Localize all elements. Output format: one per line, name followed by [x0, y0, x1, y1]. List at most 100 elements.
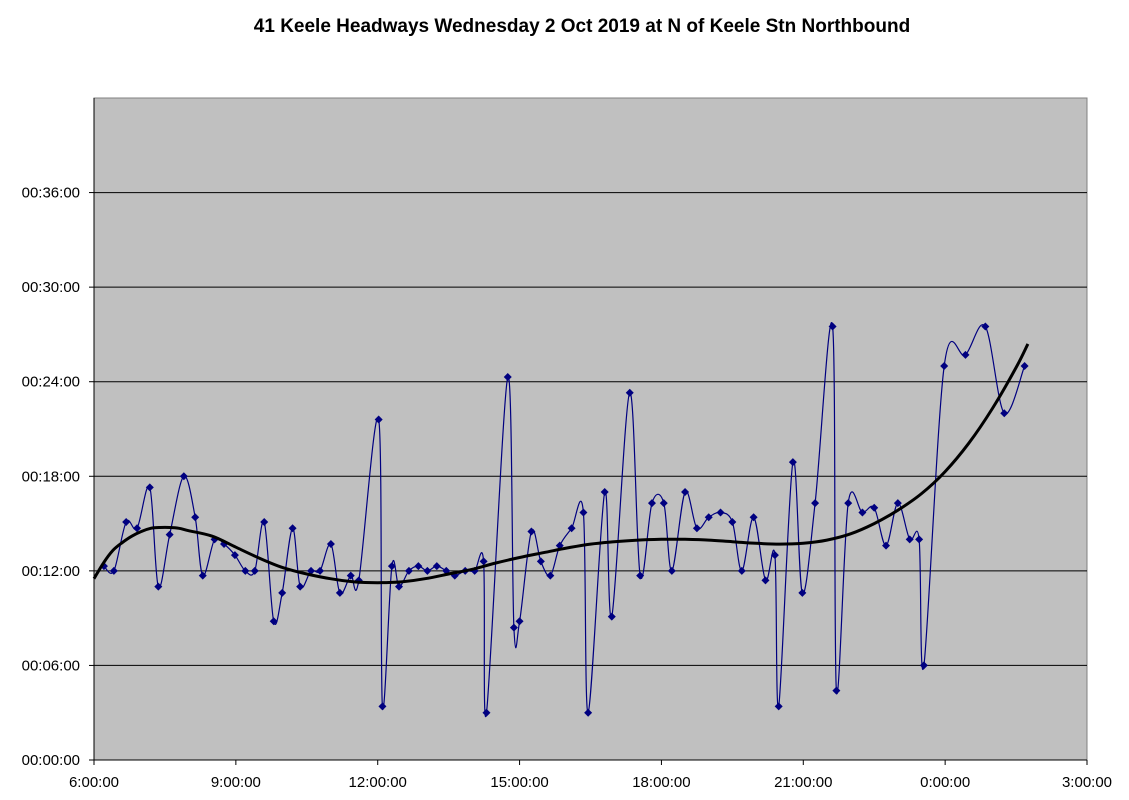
- data-point: [230, 551, 239, 560]
- data-point: [326, 540, 335, 549]
- data-point: [882, 541, 891, 550]
- data-point: [165, 530, 174, 539]
- x-tick-label-7: 3:00:00: [1062, 774, 1112, 791]
- data-point: [179, 472, 188, 481]
- data-point: [278, 588, 287, 597]
- y-tick-label-6: 00:36:00: [22, 185, 80, 202]
- data-point: [567, 524, 576, 533]
- y-tick-label-0: 00:00:00: [22, 752, 80, 769]
- data-point: [915, 535, 924, 544]
- data-point: [761, 576, 770, 585]
- x-tick-label-1: 9:00:00: [211, 774, 261, 791]
- data-point: [404, 566, 413, 575]
- trendline: [92, 343, 1030, 585]
- chart-title: 41 Keele Headways Wednesday 2 Oct 2019 a…: [253, 16, 911, 37]
- data-point: [832, 686, 841, 695]
- data-point: [378, 702, 387, 711]
- x-tick-label-5: 21:00:00: [774, 774, 832, 791]
- data-point: [919, 661, 928, 670]
- axes: [89, 98, 1088, 765]
- data-point: [692, 524, 701, 533]
- data-point: [811, 499, 820, 508]
- data-point: [479, 557, 488, 566]
- x-tick-label-0: 6:00:00: [69, 774, 119, 791]
- data-point: [546, 571, 555, 580]
- y-tick-label-3: 00:18:00: [22, 468, 80, 485]
- y-tick-labels: 00:00:00 00:06:00 00:12:00 00:18:00 00:24:00…: [22, 185, 80, 769]
- data-point: [844, 499, 853, 508]
- data-point: [788, 458, 797, 467]
- data-point: [241, 566, 250, 575]
- data-point: [269, 617, 278, 626]
- data-point: [515, 617, 524, 626]
- data-point: [335, 588, 344, 597]
- data-point: [133, 524, 142, 533]
- data-point: [870, 503, 879, 512]
- data-point: [374, 415, 383, 424]
- data-point: [774, 702, 783, 711]
- series-layer: [92, 322, 1030, 718]
- data-point: [387, 562, 396, 571]
- data-point: [905, 535, 914, 544]
- data-point: [423, 566, 432, 575]
- x-tick-label-2: 12:00:00: [349, 774, 407, 791]
- data-point: [749, 513, 758, 522]
- data-point: [346, 571, 355, 580]
- x-tick-label-4: 18:00:00: [632, 774, 690, 791]
- data-point: [109, 566, 118, 575]
- data-point: [636, 571, 645, 580]
- data-point: [893, 499, 902, 508]
- data-point: [704, 513, 713, 522]
- data-point: [394, 582, 403, 591]
- data-point: [728, 517, 737, 526]
- data-point: [154, 582, 163, 591]
- data-point: [316, 566, 325, 575]
- data-point: [1020, 361, 1029, 370]
- data-point: [940, 361, 949, 370]
- data-point: [828, 322, 837, 331]
- data-point: [647, 499, 656, 508]
- data-point: [250, 566, 259, 575]
- data-point: [260, 517, 269, 526]
- data-point: [482, 708, 491, 717]
- data-point: [503, 372, 512, 381]
- data-point: [600, 488, 609, 497]
- headway-markers: [99, 322, 1029, 717]
- data-point: [509, 623, 518, 632]
- data-point: [770, 551, 779, 560]
- data-point: [981, 322, 990, 331]
- x-tick-label-6: 0:00:00: [920, 774, 970, 791]
- data-point: [798, 588, 807, 597]
- y-tick-label-2: 00:12:00: [22, 563, 80, 580]
- data-point: [607, 612, 616, 621]
- plot-area: [93, 97, 1088, 761]
- data-point: [681, 488, 690, 497]
- data-point: [191, 513, 200, 522]
- data-point: [296, 582, 305, 591]
- data-point: [307, 566, 316, 575]
- data-point: [579, 508, 588, 517]
- data-point: [584, 708, 593, 717]
- data-point: [737, 566, 746, 575]
- data-point: [527, 527, 536, 536]
- y-tick-label-5: 00:30:00: [22, 279, 80, 296]
- data-point: [414, 562, 423, 571]
- data-point: [288, 524, 297, 533]
- data-point: [198, 571, 207, 580]
- y-tick-label-1: 00:06:00: [22, 657, 80, 674]
- data-point: [1000, 409, 1009, 418]
- data-point: [659, 499, 668, 508]
- data-point: [858, 508, 867, 517]
- data-point: [432, 562, 441, 571]
- x-tick-labels: 6:00:00 9:00:00 12:00:00 15:00:00 18:00:00 21…: [69, 774, 1112, 791]
- data-point: [716, 508, 725, 517]
- data-point: [961, 350, 970, 359]
- data-point: [536, 557, 545, 566]
- y-tick-label-4: 00:24:00: [22, 374, 80, 391]
- data-point: [122, 517, 131, 526]
- data-point: [625, 388, 634, 397]
- x-tick-label-3: 15:00:00: [490, 774, 548, 791]
- data-point: [667, 566, 676, 575]
- data-point: [145, 483, 154, 492]
